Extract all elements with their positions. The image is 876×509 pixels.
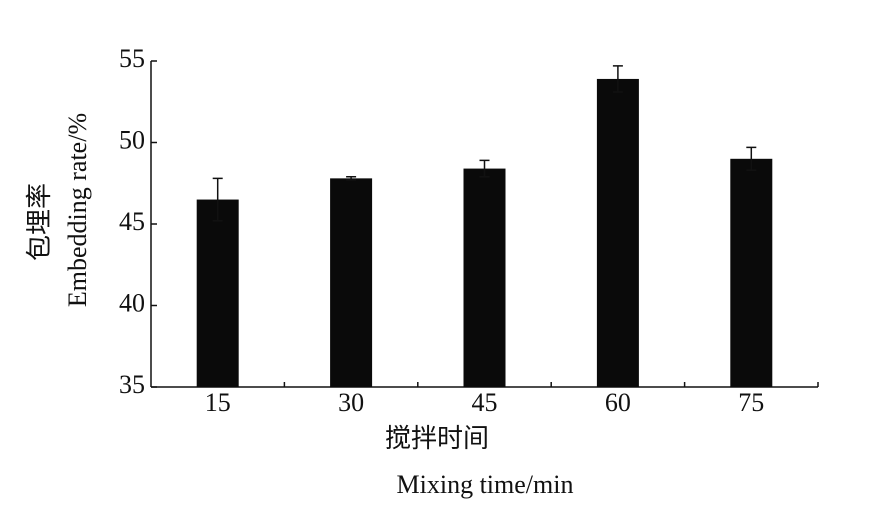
y-axis-label: 包埋率 [25, 183, 54, 261]
y-tick-label: 50 [119, 125, 145, 154]
bar [463, 168, 506, 387]
error-bar [746, 146, 757, 171]
error-bar [346, 175, 357, 181]
y-tick-label: 45 [119, 207, 145, 236]
y-tick-label: 40 [119, 288, 145, 317]
x-tick-label: 45 [472, 388, 498, 417]
error-bar [212, 177, 223, 222]
y-tick-label: 55 [119, 44, 145, 73]
y-tick-label: 35 [119, 370, 145, 399]
x-axis-label-en: Mixing time/min [397, 470, 574, 499]
bar [196, 199, 239, 387]
error-bar [612, 65, 623, 93]
bar [596, 78, 639, 388]
x-tick-label: 30 [338, 388, 364, 417]
x-tick-label: 15 [205, 388, 231, 417]
y-axis-label-en: Embedding rate/% [63, 113, 92, 307]
error-bar [479, 159, 490, 178]
x-axis-label: 搅拌时间 [385, 424, 489, 453]
x-tick-label: 60 [605, 388, 631, 417]
bar [330, 178, 373, 387]
x-tick-label: 75 [738, 388, 764, 417]
bar [730, 158, 773, 387]
